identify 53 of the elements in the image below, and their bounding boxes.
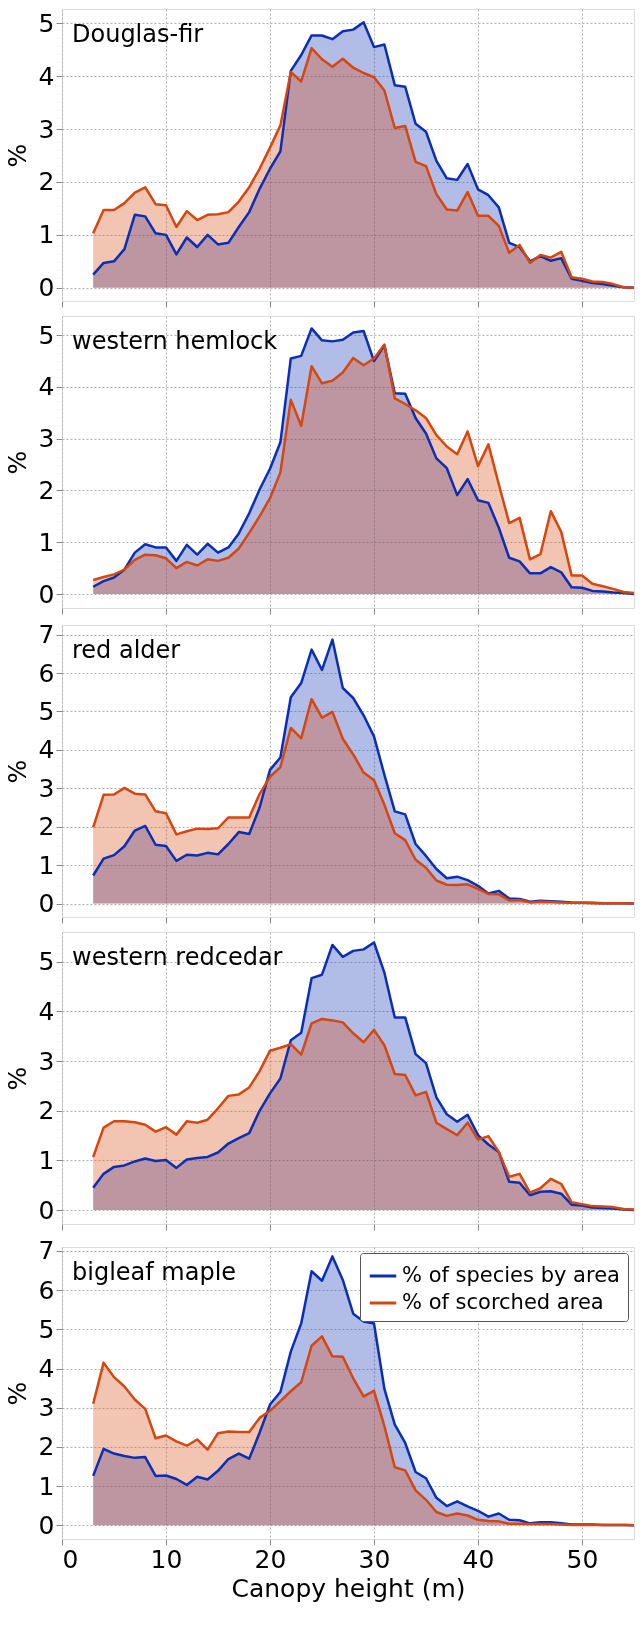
y-tick-label: 3: [38, 1046, 55, 1076]
text: bigleaf maple: [72, 1258, 237, 1286]
y-tick-label: 3: [38, 1393, 55, 1423]
x-axis-title: Canopy height (m): [231, 1573, 466, 1603]
y-tick-label: 0: [38, 1195, 55, 1225]
y-tick-label: 2: [38, 475, 55, 505]
y-tick-label: 2: [38, 812, 55, 842]
y-tick-label: 5: [38, 1314, 55, 1344]
y-tick-label: 5: [38, 8, 55, 38]
text: western redcedar: [72, 943, 283, 971]
y-tick-label: 0: [38, 889, 55, 919]
y-tick-label: 2: [38, 167, 55, 197]
y-tick-label: 4: [38, 61, 55, 91]
y-tick-label: 3: [38, 424, 55, 454]
y-tick-label: 4: [38, 735, 55, 765]
y-tick-label: 7: [38, 620, 55, 650]
y-axis-title: %: [2, 759, 32, 784]
y-tick-label: 5: [38, 947, 55, 977]
y-tick-label: 5: [38, 696, 55, 726]
y-tick-label: 6: [38, 1275, 55, 1305]
y-tick-label: 0: [38, 579, 55, 609]
y-tick-label: 1: [38, 1145, 55, 1175]
x-tick-label: 50: [566, 1544, 599, 1574]
y-tick-label: 7: [38, 1236, 55, 1266]
legend-label: % of species by area: [402, 1263, 620, 1287]
y-tick-label: 6: [38, 658, 55, 688]
x-tick-label: 40: [462, 1544, 495, 1574]
y-tick-label: 4: [38, 1354, 55, 1383]
text: red alder: [72, 636, 181, 664]
y-axis-title: %: [2, 450, 32, 475]
y-tick-label: 4: [38, 996, 55, 1026]
text: Douglas-fir: [72, 20, 204, 48]
y-tick-label: 3: [38, 773, 55, 803]
y-tick-label: 1: [38, 850, 55, 880]
y-tick-label: 1: [38, 1471, 55, 1501]
y-tick-label: 3: [38, 114, 55, 144]
y-tick-label: 2: [38, 1432, 55, 1462]
x-tick-label: 20: [254, 1544, 287, 1574]
y-axis-title: %: [2, 1066, 32, 1091]
y-axis-title: %: [2, 143, 32, 168]
y-tick-label: 4: [38, 372, 55, 402]
x-tick-label: 10: [150, 1544, 183, 1574]
y-tick-label: 5: [38, 320, 55, 350]
y-tick-label: 0: [38, 1510, 55, 1540]
text: western hemlock: [72, 327, 278, 355]
y-tick-label: 2: [38, 1096, 55, 1126]
y-axis-title: %: [2, 1381, 32, 1406]
y-tick-label: 1: [38, 220, 55, 250]
x-tick-label: 30: [358, 1544, 391, 1574]
x-tick-label: 0: [62, 1544, 79, 1574]
legend-label: % of scorched area: [402, 1290, 604, 1314]
y-tick-label: 0: [38, 273, 55, 303]
y-tick-label: 1: [38, 527, 55, 557]
